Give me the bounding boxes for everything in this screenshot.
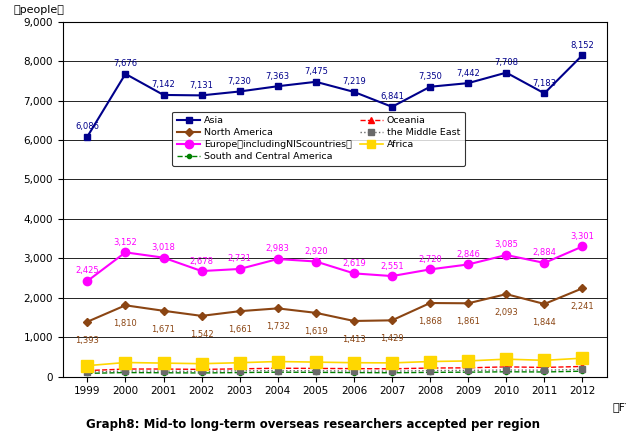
Text: 1,619: 1,619 <box>304 327 328 336</box>
Text: 2,884: 2,884 <box>533 249 557 257</box>
Text: 1,413: 1,413 <box>342 335 366 344</box>
Text: 3,301: 3,301 <box>570 232 595 241</box>
Text: 1,542: 1,542 <box>190 330 213 339</box>
Text: 2,241: 2,241 <box>571 302 594 311</box>
Text: 7,708: 7,708 <box>495 58 518 67</box>
Text: 7,131: 7,131 <box>190 81 213 90</box>
Text: 1,671: 1,671 <box>151 325 175 334</box>
Text: 2,551: 2,551 <box>380 262 404 271</box>
Text: 6,086: 6,086 <box>75 122 100 131</box>
Text: 1,868: 1,868 <box>418 317 442 326</box>
Text: 2,846: 2,846 <box>456 250 480 259</box>
Text: 1,661: 1,661 <box>228 325 252 334</box>
Text: 7,350: 7,350 <box>418 72 442 81</box>
Text: 2,425: 2,425 <box>76 266 99 275</box>
Text: 2,678: 2,678 <box>190 256 213 265</box>
Text: 7,475: 7,475 <box>304 67 328 76</box>
Text: 2,720: 2,720 <box>418 255 442 264</box>
Text: 1,861: 1,861 <box>456 317 480 326</box>
Text: 8,152: 8,152 <box>570 41 594 49</box>
Text: 7,363: 7,363 <box>265 72 290 81</box>
Text: 7,183: 7,183 <box>532 79 557 88</box>
Text: 7,142: 7,142 <box>151 81 175 89</box>
Text: 7,219: 7,219 <box>342 78 366 86</box>
Text: 3,085: 3,085 <box>495 240 518 249</box>
Text: 1,810: 1,810 <box>113 319 137 328</box>
Text: （people）: （people） <box>14 5 64 15</box>
Text: 1,393: 1,393 <box>75 336 100 345</box>
Text: 3,018: 3,018 <box>151 243 175 252</box>
Text: 1,732: 1,732 <box>266 322 290 331</box>
Text: 7,442: 7,442 <box>456 68 480 78</box>
Legend: Asia, North America, Europe（includingNIScountries）, South and Central America, O: Asia, North America, Europe（includingNIS… <box>172 112 465 165</box>
Text: 2,920: 2,920 <box>304 247 327 256</box>
Text: （FY）: （FY） <box>613 401 626 411</box>
Text: 2,983: 2,983 <box>266 245 290 253</box>
Text: Graph8: Mid-to long-term overseas researchers accepted per region: Graph8: Mid-to long-term overseas resear… <box>86 418 540 431</box>
Text: 1,844: 1,844 <box>533 318 557 327</box>
Text: 1,429: 1,429 <box>380 334 404 343</box>
Text: 3,152: 3,152 <box>113 238 137 247</box>
Text: 6,841: 6,841 <box>380 92 404 101</box>
Text: 2,731: 2,731 <box>228 255 252 263</box>
Text: 7,230: 7,230 <box>228 77 252 86</box>
Text: 2,619: 2,619 <box>342 259 366 268</box>
Text: 7,676: 7,676 <box>113 59 138 68</box>
Text: 2,093: 2,093 <box>495 308 518 317</box>
